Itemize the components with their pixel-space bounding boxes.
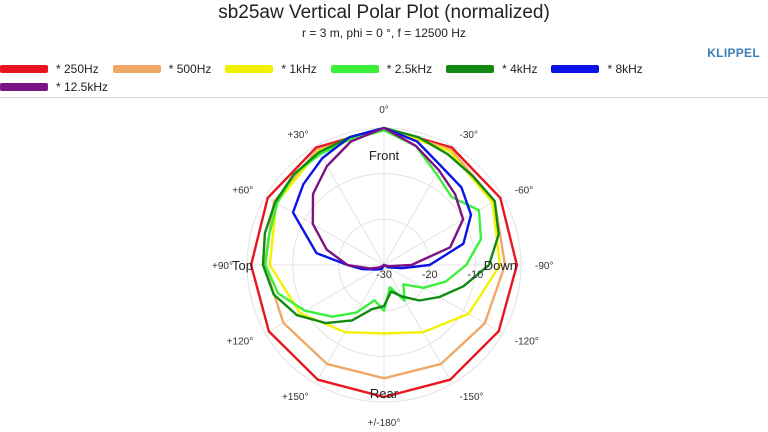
- angle-label: +90°: [212, 261, 233, 272]
- angle-label: +/-180°: [368, 418, 401, 429]
- legend-item[interactable]: * 1kHz: [225, 60, 317, 78]
- legend-label: * 12.5kHz: [56, 80, 109, 94]
- legend-item[interactable]: * 2.5kHz: [330, 60, 433, 78]
- klippel-logo: KLIPPEL: [707, 46, 760, 60]
- grid-spoke: [383, 264, 503, 334]
- legend-label: * 8kHz: [607, 62, 643, 76]
- angle-label: -30°: [460, 130, 478, 141]
- legend-label: * 2.5kHz: [386, 62, 433, 76]
- legend-item[interactable]: * 4kHz: [446, 60, 537, 78]
- angle-label: -90°: [535, 261, 553, 272]
- angle-label: +120°: [227, 337, 254, 348]
- direction-label-right: Down: [484, 258, 517, 273]
- angle-label: -120°: [515, 337, 539, 348]
- series-line: [311, 126, 465, 270]
- legend-divider: [0, 97, 768, 98]
- legend-swatch: [112, 65, 161, 73]
- radial-tick-label: -30: [376, 269, 392, 281]
- angle-label: 0°: [379, 105, 389, 116]
- legend-swatch: [0, 65, 48, 73]
- legend-swatch: [446, 65, 495, 73]
- legend-item[interactable]: * 500Hz: [112, 60, 212, 78]
- direction-label-top: Front: [369, 148, 400, 163]
- angle-label: -60°: [515, 186, 533, 197]
- legend-swatch: [0, 83, 48, 91]
- angle-label: +30°: [288, 130, 309, 141]
- chart-legend: * 250Hz * 500Hz * 1kHz * 2.5kHz * 4kHz * 8kHz…: [0, 60, 700, 96]
- legend-label: * 4kHz: [502, 62, 538, 76]
- chart-title: sb25aw Vertical Polar Plot (normalized): [218, 2, 550, 23]
- radial-tick-label: -10: [467, 269, 483, 281]
- chart-subtitle: r = 3 m, phi = 0 °, f = 12500 Hz: [302, 26, 466, 40]
- legend-swatch: [551, 65, 600, 73]
- direction-label-left: Top: [232, 258, 253, 273]
- radial-tick-label: -20: [422, 269, 438, 281]
- series-line: [261, 126, 500, 325]
- grid-spoke: [265, 264, 385, 334]
- legend-item[interactable]: * 250Hz: [0, 60, 99, 78]
- direction-label-bottom: Rear: [370, 386, 399, 401]
- angle-label: +60°: [232, 186, 253, 197]
- grid-spoke: [383, 146, 453, 266]
- grid-spoke: [265, 196, 385, 266]
- legend-label: * 500Hz: [168, 62, 212, 76]
- angle-label: +150°: [282, 392, 309, 403]
- angle-label: -150°: [460, 392, 484, 403]
- series-line: [249, 126, 519, 399]
- grid-spoke: [383, 196, 503, 266]
- series-line: [264, 129, 483, 318]
- legend-label: * 250Hz: [56, 62, 99, 76]
- legend-item[interactable]: * 8kHz: [551, 60, 643, 78]
- legend-swatch: [330, 65, 379, 73]
- legend-label: * 1kHz: [281, 62, 317, 76]
- legend-swatch: [225, 65, 274, 73]
- legend-item[interactable]: * 12.5kHz: [0, 78, 108, 96]
